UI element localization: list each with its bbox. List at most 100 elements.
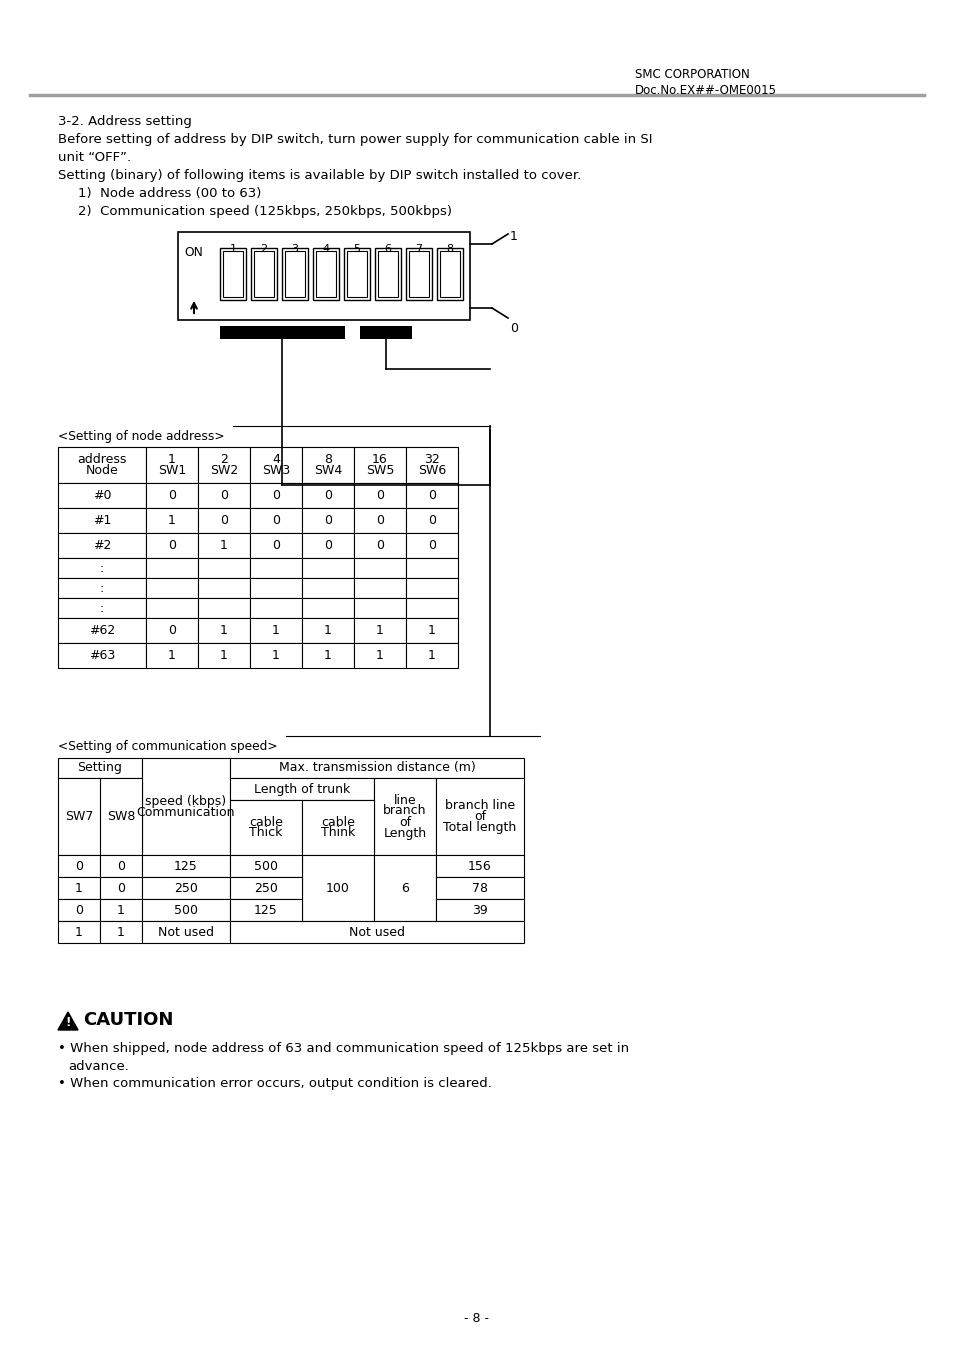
Text: Not used: Not used: [349, 925, 405, 939]
Text: Before setting of address by DIP switch, turn power supply for communication cab: Before setting of address by DIP switch,…: [58, 132, 652, 146]
Bar: [58, 855, 100, 877]
Bar: [354, 643, 406, 667]
Bar: [250, 484, 302, 508]
Text: #63: #63: [89, 648, 115, 662]
Bar: [250, 578, 302, 598]
Bar: [436, 898, 523, 921]
Text: 0: 0: [324, 489, 332, 503]
Bar: [146, 598, 198, 617]
Bar: [302, 855, 374, 921]
Bar: [302, 447, 354, 484]
Text: 0: 0: [168, 489, 175, 503]
Text: 8: 8: [324, 453, 332, 466]
Bar: [100, 921, 142, 943]
Bar: [100, 898, 142, 921]
Text: Think: Think: [320, 827, 355, 839]
Bar: [377, 251, 397, 297]
Bar: [354, 508, 406, 534]
Bar: [302, 800, 374, 855]
Bar: [250, 447, 302, 484]
Bar: [198, 617, 250, 643]
Bar: [58, 921, 100, 943]
Text: 0: 0: [375, 539, 384, 553]
Bar: [250, 534, 302, 558]
Bar: [375, 249, 400, 300]
Bar: [58, 898, 100, 921]
Bar: [220, 249, 246, 300]
Bar: [58, 598, 146, 617]
Bar: [58, 758, 142, 778]
Bar: [354, 484, 406, 508]
Bar: [313, 249, 338, 300]
Text: 5: 5: [354, 245, 360, 254]
Text: Max. transmission distance (m): Max. transmission distance (m): [278, 762, 475, 774]
Text: branch: branch: [383, 804, 426, 817]
Bar: [142, 921, 230, 943]
Bar: [406, 643, 457, 667]
Text: unit “OFF”.: unit “OFF”.: [58, 151, 131, 163]
Bar: [58, 508, 146, 534]
Text: 0: 0: [324, 513, 332, 527]
Text: speed (kbps): speed (kbps): [145, 794, 226, 808]
Text: Doc.No.EX##-OME0015: Doc.No.EX##-OME0015: [635, 84, 776, 97]
Text: 0: 0: [117, 881, 125, 894]
Bar: [253, 251, 274, 297]
Text: 8: 8: [446, 245, 453, 254]
Text: 6: 6: [384, 245, 391, 254]
Bar: [58, 617, 146, 643]
Bar: [146, 643, 198, 667]
Bar: [142, 758, 230, 855]
Bar: [198, 578, 250, 598]
Bar: [230, 877, 302, 898]
Text: Length: Length: [383, 827, 426, 839]
Bar: [58, 534, 146, 558]
Text: 0: 0: [375, 513, 384, 527]
Text: 0: 0: [168, 539, 175, 553]
Text: Thick: Thick: [249, 827, 282, 839]
Text: 250: 250: [253, 881, 277, 894]
Bar: [302, 643, 354, 667]
Text: advance.: advance.: [68, 1061, 129, 1073]
Bar: [315, 251, 335, 297]
Text: 0: 0: [272, 489, 280, 503]
Bar: [436, 249, 462, 300]
Bar: [344, 249, 370, 300]
Bar: [406, 447, 457, 484]
Text: of: of: [474, 811, 485, 823]
Text: 0: 0: [272, 513, 280, 527]
Bar: [436, 855, 523, 877]
Bar: [302, 534, 354, 558]
Bar: [439, 251, 459, 297]
Bar: [374, 855, 436, 921]
Text: address: address: [77, 453, 127, 466]
Polygon shape: [58, 1012, 78, 1029]
Text: 1: 1: [375, 624, 383, 638]
Text: SW6: SW6: [417, 463, 446, 477]
Text: Total length: Total length: [443, 821, 517, 834]
Text: 1: 1: [168, 453, 175, 466]
Text: Length of trunk: Length of trunk: [253, 782, 350, 796]
Bar: [198, 447, 250, 484]
Bar: [230, 921, 523, 943]
Text: 500: 500: [253, 859, 277, 873]
Text: 7: 7: [415, 245, 422, 254]
Text: #0: #0: [92, 489, 112, 503]
Text: - 8 -: - 8 -: [464, 1312, 489, 1324]
Text: <Setting of communication speed>: <Setting of communication speed>: [58, 740, 277, 753]
Text: Not used: Not used: [158, 925, 213, 939]
Text: • When shipped, node address of 63 and communication speed of 125kbps are set in: • When shipped, node address of 63 and c…: [58, 1042, 628, 1055]
Text: 1: 1: [428, 648, 436, 662]
Text: 0: 0: [428, 539, 436, 553]
Text: SW5: SW5: [365, 463, 394, 477]
Text: 32: 32: [424, 453, 439, 466]
Text: SMC CORPORATION: SMC CORPORATION: [635, 68, 749, 81]
Text: 1: 1: [117, 904, 125, 916]
Text: SW3: SW3: [262, 463, 290, 477]
Text: 3: 3: [292, 245, 298, 254]
Bar: [302, 558, 354, 578]
Bar: [198, 508, 250, 534]
Bar: [230, 758, 523, 778]
Bar: [142, 877, 230, 898]
Bar: [142, 855, 230, 877]
Bar: [146, 447, 198, 484]
